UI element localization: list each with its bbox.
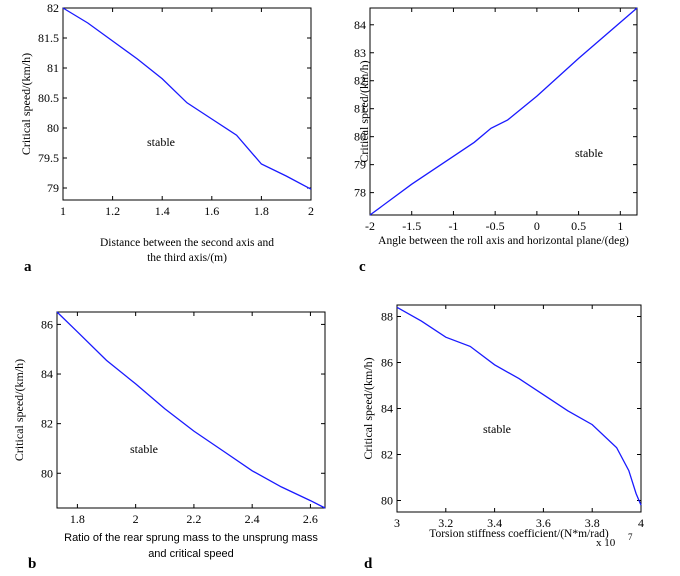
- x-axis-label-line2: the third axis/(m): [147, 252, 227, 264]
- x-tick-label: 1.8: [254, 204, 269, 218]
- chart-panel-c: -2 -1.5 -1 -0.5 0 0.5 1 78 79 80 81 82 83 84 stable Ang…: [354, 7, 638, 275]
- x-multiplier: x 10: [596, 537, 616, 549]
- stable-annotation: stable: [575, 146, 603, 160]
- y-tick-label: 78: [354, 186, 366, 200]
- chart-panel-d: 3 3.2 3.4 3.6 3.8 4 80 82 84 86 88 stable Torsion st…: [361, 304, 644, 572]
- panel-letter: c: [359, 259, 366, 275]
- y-tick-label: 80: [381, 494, 393, 508]
- x-tick-label: 2: [133, 512, 139, 526]
- x-tick-label: 3.6: [536, 516, 551, 530]
- panel-letter: b: [28, 556, 36, 572]
- x-axis-label-line2: and critical speed: [148, 548, 234, 560]
- x-tick-label: 1.6: [204, 204, 219, 218]
- chart-panel-a: 1 1.2 1.4 1.6 1.8 2 79 79.5 80 80.5 81 81.5 82 stable…: [19, 1, 314, 275]
- series-line: [369, 7, 638, 216]
- x-tick-label: -0.5: [486, 219, 505, 233]
- x-tick-label: 1: [617, 219, 623, 233]
- x-axis-label: Torsion stiffness coefficient/(N*m/rad): [429, 528, 609, 540]
- plot-frame: [56, 311, 326, 509]
- x-tick-label: 3.2: [438, 516, 453, 530]
- y-tick-label: 80.5: [38, 91, 59, 105]
- x-tick-label: 1: [60, 204, 66, 218]
- panel-letter: d: [364, 556, 373, 572]
- x-tick-label: -2: [365, 219, 375, 233]
- x-multiplier-exponent: 7: [628, 532, 633, 542]
- x-axis-label: Distance between the second axis and: [100, 237, 274, 249]
- x-axis-label: Ratio of the rear sprung mass to the uns…: [64, 532, 318, 544]
- y-tick-label: 86: [381, 356, 393, 370]
- chart-panel-b: 1.8 2 2.2 2.4 2.6 80 82 84 86 stable Ratio of the …: [12, 311, 326, 572]
- y-tick-label: 81.5: [38, 31, 59, 45]
- x-tick-label: 2.6: [303, 512, 318, 526]
- y-tick-label: 82: [381, 448, 393, 462]
- plot-frame: [369, 7, 638, 216]
- y-tick-label: 84: [354, 18, 366, 32]
- x-tick-label: 0.5: [571, 219, 586, 233]
- y-tick-label: 82: [41, 417, 53, 431]
- y-axis-label: Critical speed/(km/h): [357, 60, 371, 162]
- x-tick-label: 3: [394, 516, 400, 530]
- y-tick-label: 80: [47, 121, 59, 135]
- x-tick-label: 2: [308, 204, 314, 218]
- y-tick-label: 82: [354, 74, 366, 88]
- plot-frame: [396, 304, 642, 513]
- y-tick-label: 84: [381, 402, 393, 416]
- y-axis-label: Critical speed/(km/h): [361, 357, 375, 459]
- x-axis-label: Angle between the roll axis and horizont…: [378, 235, 629, 247]
- y-tick-label: 88: [381, 310, 393, 324]
- y-tick-label: 80: [354, 130, 366, 144]
- x-tick-label: 2.4: [245, 512, 260, 526]
- x-tick-label: 0: [534, 219, 540, 233]
- series-line: [62, 7, 312, 190]
- y-tick-label: 82: [47, 1, 59, 15]
- y-tick-label: 81: [47, 61, 59, 75]
- y-tick-label: 79: [47, 181, 59, 195]
- x-tick-label: 2.2: [186, 512, 201, 526]
- y-tick-label: 86: [41, 317, 53, 331]
- stable-annotation: stable: [130, 442, 158, 456]
- y-tick-label: 84: [41, 367, 53, 381]
- x-tick-label: 1.8: [70, 512, 85, 526]
- y-tick-label: 81: [354, 102, 366, 116]
- stable-annotation: stable: [483, 422, 511, 436]
- y-axis-label: Critical speed/(km/h): [12, 359, 26, 461]
- x-tick-label: 3.4: [487, 516, 502, 530]
- x-tick-label: -1.5: [402, 219, 421, 233]
- x-tick-label: 3.8: [585, 516, 600, 530]
- y-tick-label: 79.5: [38, 151, 59, 165]
- series-line: [396, 306, 642, 506]
- y-axis-label: Critical speed/(km/h): [19, 53, 33, 155]
- series-line: [56, 311, 326, 509]
- x-tick-label: -1: [448, 219, 458, 233]
- plot-frame: [62, 7, 312, 201]
- x-tick-label: 1.4: [155, 204, 170, 218]
- x-tick-label: 4: [638, 516, 644, 530]
- y-tick-label: 83: [354, 46, 366, 60]
- panel-letter: a: [24, 259, 32, 275]
- y-tick-label: 79: [354, 158, 366, 172]
- y-tick-label: 80: [41, 466, 53, 480]
- x-tick-label: 1.2: [105, 204, 120, 218]
- stable-annotation: stable: [147, 135, 175, 149]
